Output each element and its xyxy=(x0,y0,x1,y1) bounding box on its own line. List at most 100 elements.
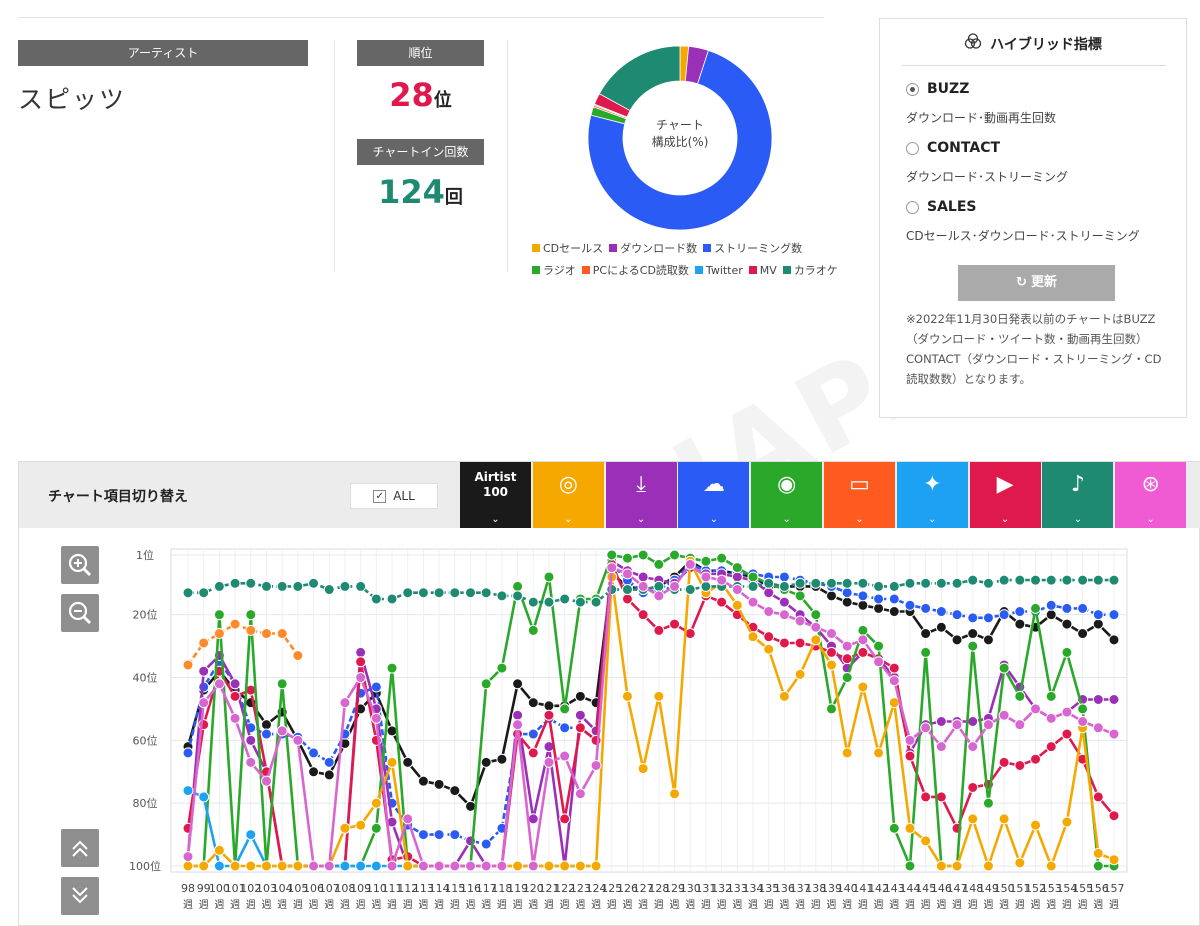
series-point[interactable] xyxy=(1092,722,1104,734)
series-point[interactable] xyxy=(339,697,351,709)
series-point[interactable] xyxy=(370,797,382,809)
series-point[interactable] xyxy=(229,860,241,872)
option-sales[interactable]: SALES xyxy=(906,199,977,215)
series-point[interactable] xyxy=(245,829,257,841)
series-point[interactable] xyxy=(229,712,241,724)
series-point[interactable] xyxy=(355,819,367,831)
zoom-out-button[interactable] xyxy=(61,594,99,632)
series-point[interactable] xyxy=(527,813,539,825)
series-point[interactable] xyxy=(480,756,492,768)
series-point[interactable] xyxy=(386,756,398,768)
series-point[interactable] xyxy=(935,860,947,872)
series-point[interactable] xyxy=(574,690,586,702)
series-point[interactable] xyxy=(904,734,916,746)
series-point[interactable] xyxy=(888,675,900,687)
scroll-up-button[interactable] xyxy=(61,829,99,867)
series-point[interactable] xyxy=(857,646,869,658)
series-point[interactable] xyxy=(653,590,665,602)
series-point[interactable] xyxy=(1108,609,1120,621)
series-point[interactable] xyxy=(888,580,900,592)
series-point[interactable] xyxy=(574,860,586,872)
series-point[interactable] xyxy=(888,606,900,618)
series-point[interactable] xyxy=(747,580,759,592)
category-tab-streaming[interactable]: ☁ ⌄ xyxy=(678,462,750,528)
series-point[interactable] xyxy=(527,624,539,636)
series-point[interactable] xyxy=(496,860,508,872)
series-point[interactable] xyxy=(621,552,633,564)
series-point[interactable] xyxy=(339,822,351,834)
series-point[interactable] xyxy=(260,628,272,640)
series-point[interactable] xyxy=(229,577,241,589)
series-point[interactable] xyxy=(778,596,790,608)
series-point[interactable] xyxy=(857,681,869,693)
series-point[interactable] xyxy=(465,860,477,872)
series-point[interactable] xyxy=(292,580,304,592)
series-point[interactable] xyxy=(543,571,555,583)
series-point[interactable] xyxy=(716,574,728,586)
series-point[interactable] xyxy=(229,678,241,690)
series-point[interactable] xyxy=(669,549,681,561)
series-point[interactable] xyxy=(1108,728,1120,740)
series-point[interactable] xyxy=(590,860,602,872)
series-point[interactable] xyxy=(998,609,1010,621)
series-point[interactable] xyxy=(213,609,225,621)
series-point[interactable] xyxy=(559,722,571,734)
series-point[interactable] xyxy=(339,580,351,592)
series-point[interactable] xyxy=(1030,574,1042,586)
series-point[interactable] xyxy=(559,860,571,872)
series-point[interactable] xyxy=(245,577,257,589)
series-point[interactable] xyxy=(904,599,916,611)
series-point[interactable] xyxy=(543,756,555,768)
series-point[interactable] xyxy=(1108,810,1120,822)
series-point[interactable] xyxy=(1092,791,1104,803)
series-point[interactable] xyxy=(559,703,571,715)
series-point[interactable] xyxy=(1030,602,1042,614)
series-point[interactable] xyxy=(982,577,994,589)
series-point[interactable] xyxy=(841,653,853,665)
series-point[interactable] xyxy=(1092,847,1104,859)
series-point[interactable] xyxy=(527,697,539,709)
series-point[interactable] xyxy=(1092,860,1104,872)
series-point[interactable] xyxy=(700,571,712,583)
series-point[interactable] xyxy=(1092,694,1104,706)
series-point[interactable] xyxy=(182,659,194,671)
scroll-down-button[interactable] xyxy=(61,877,99,915)
series-point[interactable] xyxy=(841,587,853,599)
series-point[interactable] xyxy=(1108,574,1120,586)
series-point[interactable] xyxy=(245,860,257,872)
series-point[interactable] xyxy=(621,690,633,702)
category-tab-karaoke[interactable]: ♪ ⌄ xyxy=(1042,462,1114,528)
series-point[interactable] xyxy=(794,590,806,602)
series-point[interactable] xyxy=(731,599,743,611)
series-point[interactable] xyxy=(182,747,194,759)
series-point[interactable] xyxy=(888,593,900,605)
series-point[interactable] xyxy=(778,637,790,649)
series-point[interactable] xyxy=(700,555,712,567)
refresh-button[interactable]: ↻ 更新 xyxy=(958,265,1115,301)
series-point[interactable] xyxy=(794,637,806,649)
series-point[interactable] xyxy=(198,587,210,599)
series-point[interactable] xyxy=(527,596,539,608)
series-point[interactable] xyxy=(637,571,649,583)
series-point[interactable] xyxy=(245,756,257,768)
series-point[interactable] xyxy=(982,719,994,731)
series-point[interactable] xyxy=(449,785,461,797)
series-point[interactable] xyxy=(182,785,194,797)
series-point[interactable] xyxy=(512,580,524,592)
series-point[interactable] xyxy=(1014,606,1026,618)
series-point[interactable] xyxy=(1092,609,1104,621)
series-point[interactable] xyxy=(967,574,979,586)
series-point[interactable] xyxy=(920,602,932,614)
series-point[interactable] xyxy=(606,549,618,561)
series-point[interactable] xyxy=(873,602,885,614)
series-point[interactable] xyxy=(810,634,822,646)
series-point[interactable] xyxy=(621,593,633,605)
series-point[interactable] xyxy=(512,678,524,690)
series-point[interactable] xyxy=(778,609,790,621)
series-point[interactable] xyxy=(370,681,382,693)
series-point[interactable] xyxy=(794,668,806,680)
series-point[interactable] xyxy=(276,678,288,690)
series-point[interactable] xyxy=(260,719,272,731)
series-point[interactable] xyxy=(810,621,822,633)
series-point[interactable] xyxy=(967,715,979,727)
